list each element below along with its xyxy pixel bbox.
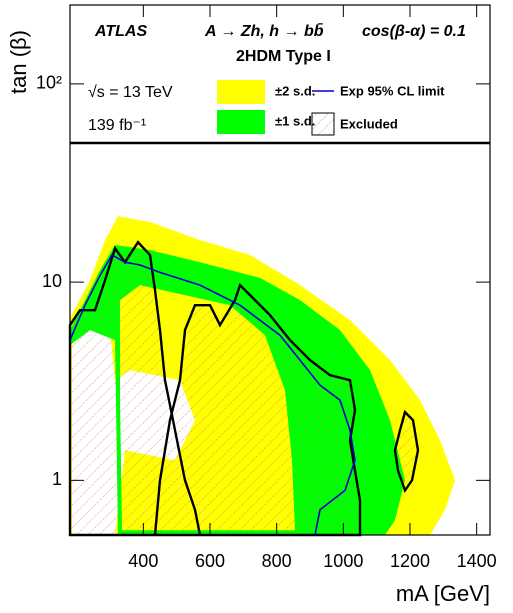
x-tick-label: 1200 xyxy=(390,551,430,571)
plot-frame xyxy=(69,4,491,536)
legend-swatch xyxy=(311,112,335,136)
legend-label: ±1 s.d. xyxy=(275,113,315,128)
x-tick-label: 600 xyxy=(195,551,225,571)
x-tick-label: 400 xyxy=(128,551,158,571)
x-axis-label: mA [GeV] xyxy=(396,581,490,606)
legend-label: Excluded xyxy=(340,116,398,131)
x-tick-label: 800 xyxy=(262,551,292,571)
legend-label: ±2 s.d. xyxy=(275,83,315,98)
y-tick-label: 10 xyxy=(42,271,62,291)
legend-label: Exp 95% CL limit xyxy=(340,83,445,98)
expected-line xyxy=(69,253,356,536)
model-label: 2HDM Type I xyxy=(236,48,331,65)
y-tick-label: 1 xyxy=(52,469,62,489)
legend-swatch xyxy=(217,110,265,134)
x-tick-label: 1400 xyxy=(457,551,497,571)
luminosity-label: 139 fb⁻¹ xyxy=(88,117,146,134)
y-tick-label: 10² xyxy=(36,73,62,93)
excluded-contour xyxy=(68,240,420,537)
legend-swatch xyxy=(217,80,265,104)
process-label: A → Zh, h → bb̄ xyxy=(204,21,324,40)
experiment-label: ATLAS xyxy=(94,23,147,40)
energy-label: √s = 13 TeV xyxy=(88,84,173,101)
y-axis-label: tan (β) xyxy=(6,30,31,94)
x-tick-label: 1000 xyxy=(323,551,363,571)
coupling-label: cos(β-α) = 0.1 xyxy=(362,23,466,40)
